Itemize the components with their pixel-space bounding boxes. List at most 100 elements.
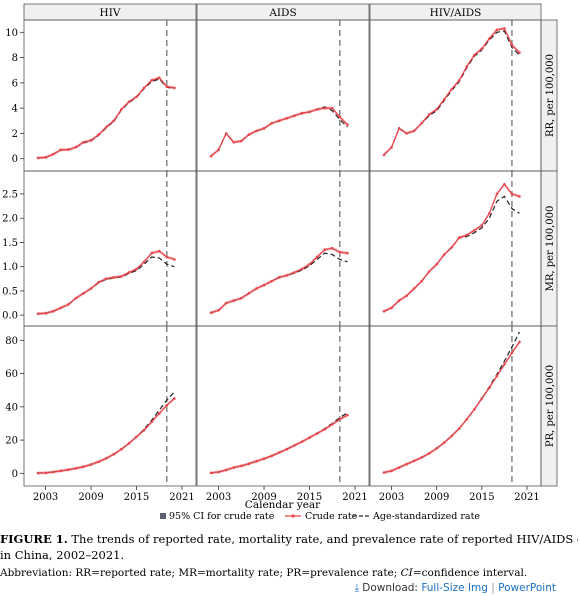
crude-point-2-1-4 (240, 464, 243, 468)
y-tick-label-0-3: 6 (12, 78, 18, 89)
crude-point-2-1-3 (232, 466, 236, 469)
crude-line-0-0 (37, 77, 175, 159)
abbrev-ci: CI (400, 567, 413, 579)
crude-point-2-2-1 (390, 469, 393, 473)
crude-point-0-0-10 (112, 119, 116, 123)
crude-point-0-0-18 (173, 86, 176, 90)
crude-point-2-2-7 (435, 447, 438, 450)
y-tick-label-2-1: 20 (5, 436, 18, 447)
crude-point-1-2-15 (495, 192, 499, 196)
crude-point-0-1-17 (338, 115, 342, 119)
crude-line-1-1 (210, 247, 348, 314)
crude-point-0-1-7 (262, 127, 266, 130)
crude-point-1-2-5 (420, 279, 423, 283)
crude-point-1-2-8 (442, 253, 446, 256)
crude-point-1-1-12 (300, 267, 304, 271)
crude-point-2-0-9 (104, 457, 108, 460)
crude-point-1-0-5 (74, 296, 78, 300)
crude-point-0-2-2 (397, 127, 401, 130)
x-tick-label-2-0: 2003 (379, 492, 404, 503)
ci-band-2-0 (38, 397, 175, 475)
crude-point-1-0-3 (59, 306, 63, 310)
x-axis-label: Calendar year (245, 499, 321, 511)
age-standardized-line-0-0 (37, 78, 175, 159)
crude-point-2-2-14 (488, 386, 491, 390)
crude-point-0-1-15 (323, 106, 326, 110)
crude-point-0-2-12 (473, 53, 476, 57)
crude-point-0-0-7 (89, 139, 93, 142)
crude-point-0-1-4 (240, 139, 243, 143)
crude-point-1-1-5 (247, 292, 251, 295)
crude-point-2-2-4 (412, 459, 416, 463)
crude-point-2-2-18 (518, 340, 521, 344)
figure-caption: FIGURE 1. The trends of reported rate, m… (0, 531, 578, 563)
crude-point-1-0-10 (112, 276, 116, 279)
crude-point-2-1-18 (346, 413, 349, 417)
ci-band-0-2 (384, 27, 520, 157)
figure-label: FIGURE 1. (0, 532, 68, 546)
crude-point-1-1-0 (209, 311, 213, 315)
crude-point-1-1-4 (240, 296, 243, 300)
age-standardized-line-1-2 (383, 195, 520, 312)
abbreviation-note: Abbreviation: RR=reported rate; MR=morta… (0, 567, 578, 579)
crude-line-2-2 (383, 341, 521, 474)
crude-point-1-2-7 (435, 262, 438, 266)
ci-band-2-2 (384, 340, 520, 475)
crude-point-0-2-8 (442, 97, 446, 101)
crude-point-0-0-2 (51, 152, 55, 156)
crude-point-2-0-15 (150, 420, 153, 424)
crude-point-2-2-13 (480, 397, 484, 400)
crude-point-0-1-1 (217, 148, 220, 152)
legend-crude-label: Crude rate (305, 511, 358, 522)
age-standardized-line-0-2 (383, 30, 520, 156)
crude-point-1-2-13 (480, 224, 484, 227)
powerpoint-link[interactable]: PowerPoint (498, 582, 556, 594)
y-tick-label-0-2: 4 (12, 104, 18, 115)
crude-point-0-2-13 (480, 47, 484, 51)
ci-band-0-1 (211, 106, 348, 158)
crude-point-1-0-2 (51, 309, 55, 313)
crude-point-1-2-16 (503, 182, 506, 186)
panel-frame-0-2 (369, 19, 542, 172)
panel-frame-0-1 (196, 19, 370, 172)
crude-point-1-2-17 (510, 192, 514, 196)
crude-point-1-2-18 (518, 195, 521, 198)
crude-point-0-2-3 (405, 132, 408, 135)
crude-point-1-2-14 (488, 212, 491, 215)
legend-ci-label: 95% CI for crude rate (169, 511, 275, 522)
crude-point-0-1-8 (270, 122, 273, 125)
crude-point-2-2-11 (465, 418, 469, 421)
x-tick-label-2-3: 2021 (514, 492, 539, 503)
crude-point-2-0-7 (89, 463, 93, 466)
crude-point-1-2-9 (450, 245, 454, 249)
crude-point-0-0-6 (82, 140, 85, 144)
crude-point-1-0-14 (142, 260, 146, 264)
ci-band-1-0 (38, 249, 175, 316)
crude-point-0-2-6 (427, 113, 431, 116)
crude-point-0-2-11 (465, 65, 469, 68)
x-tick-label-0-3: 2021 (169, 492, 194, 503)
crude-point-2-1-9 (277, 451, 281, 454)
crude-point-2-2-16 (503, 363, 506, 366)
crude-point-0-1-9 (277, 119, 281, 123)
y-tick-label-2-3: 60 (5, 369, 18, 380)
crude-point-2-1-12 (300, 440, 304, 444)
crude-point-1-2-3 (405, 294, 408, 298)
crude-point-2-0-3 (59, 469, 63, 473)
age-standardized-line-0-1 (210, 106, 348, 157)
crude-point-2-0-17 (165, 403, 169, 407)
crude-point-0-1-11 (293, 114, 296, 118)
full-size-image-link[interactable]: Full-Size Img (421, 582, 488, 594)
y-tick-label-1-5: 2.5 (2, 189, 18, 200)
crude-point-0-0-11 (120, 108, 123, 111)
crude-point-0-0-12 (127, 100, 131, 104)
x-tick-label-2-2: 2015 (469, 492, 494, 503)
crude-point-0-2-7 (435, 108, 438, 111)
crude-point-2-1-1 (217, 470, 220, 474)
y-tick-label-0-4: 8 (12, 53, 18, 64)
crude-point-0-0-9 (104, 125, 108, 129)
row-label-1: MR, per 100,000 (545, 206, 556, 292)
crude-point-0-1-14 (315, 108, 319, 111)
y-tick-label-0-5: 10 (5, 28, 18, 39)
panel-frame-2-2 (369, 325, 542, 487)
